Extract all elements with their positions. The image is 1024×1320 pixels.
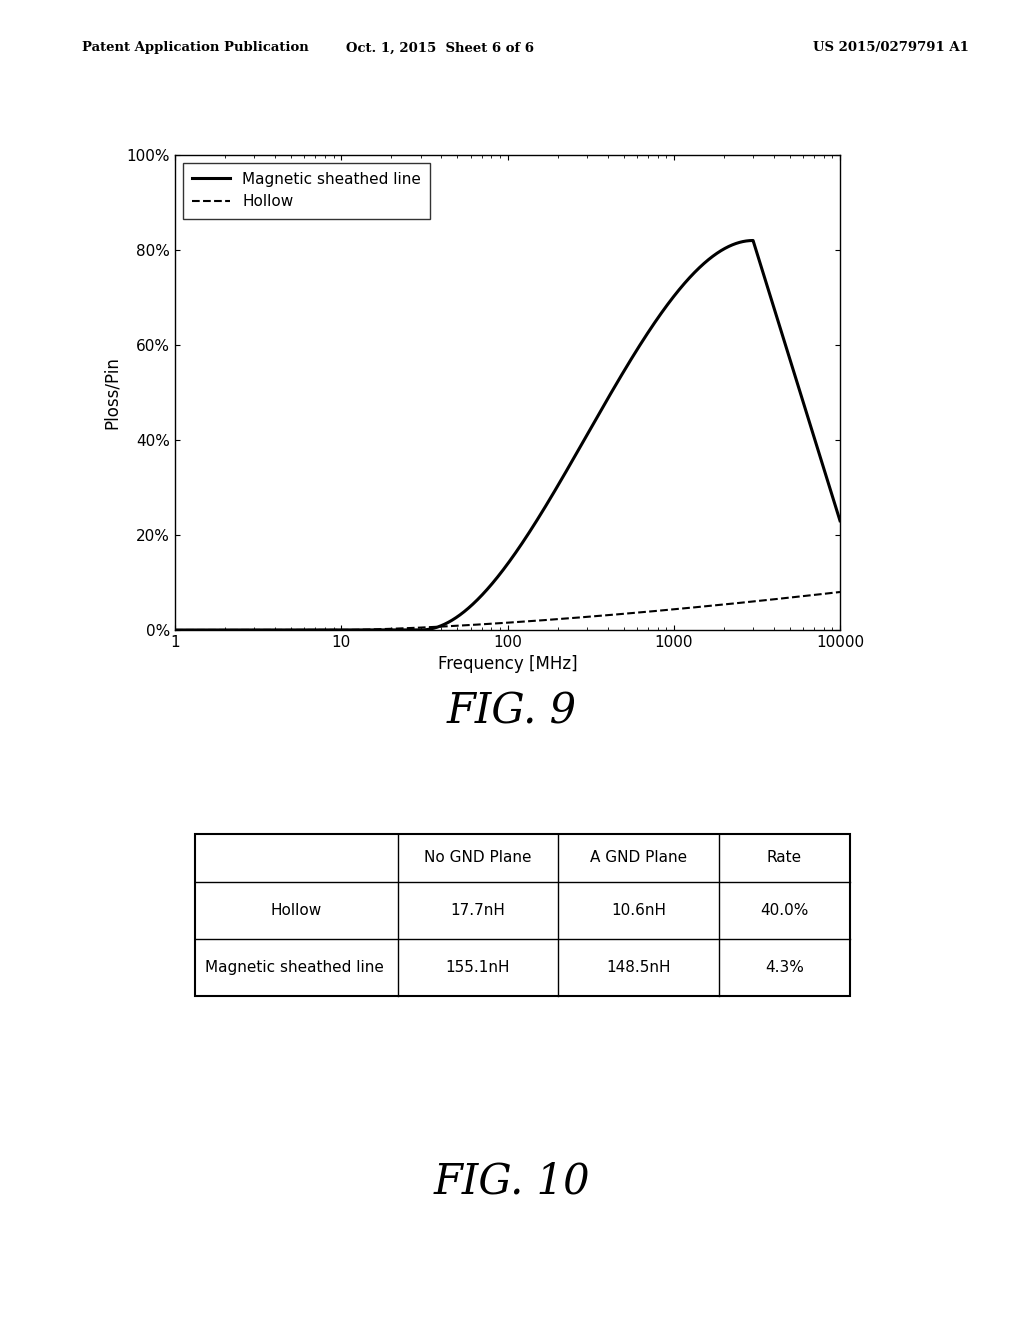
Legend: Magnetic sheathed line, Hollow: Magnetic sheathed line, Hollow xyxy=(182,162,430,219)
Magnetic sheathed line xyxy=(453,607,465,623)
Text: Oct. 1, 2015  Sheet 6 of 6: Oct. 1, 2015 Sheet 6 of 6 xyxy=(346,41,535,54)
Hollow xyxy=(821,586,834,602)
Text: 10.6nH: 10.6nH xyxy=(611,903,666,919)
Hollow xyxy=(285,622,297,638)
Magnetic sheathed line xyxy=(750,240,762,256)
Magnetic sheathed line xyxy=(821,471,834,487)
Hollow xyxy=(424,619,436,635)
Text: Magnetic sheathed line: Magnetic sheathed line xyxy=(205,960,384,975)
Text: 40.0%: 40.0% xyxy=(760,903,809,919)
Hollow xyxy=(834,583,846,599)
Text: Rate: Rate xyxy=(767,850,802,866)
Text: 148.5nH: 148.5nH xyxy=(606,960,671,975)
Hollow xyxy=(169,622,181,638)
Text: 4.3%: 4.3% xyxy=(765,960,804,975)
Bar xyxy=(195,834,850,997)
Magnetic sheathed line xyxy=(424,622,436,638)
Magnetic sheathed line xyxy=(169,622,181,638)
Text: Hollow: Hollow xyxy=(270,903,322,919)
Text: FIG. 10: FIG. 10 xyxy=(434,1162,590,1203)
Line: Hollow: Hollow xyxy=(175,591,840,630)
Magnetic sheathed line xyxy=(245,622,257,638)
Line: Magnetic sheathed line: Magnetic sheathed line xyxy=(175,240,840,630)
Magnetic sheathed line xyxy=(746,232,759,248)
Text: A GND Plane: A GND Plane xyxy=(590,850,687,866)
Text: 17.7nH: 17.7nH xyxy=(451,903,506,919)
Text: Patent Application Publication: Patent Application Publication xyxy=(82,41,308,54)
Hollow xyxy=(245,622,257,638)
X-axis label: Frequency [MHz]: Frequency [MHz] xyxy=(437,656,578,673)
Text: FIG. 9: FIG. 9 xyxy=(446,690,578,733)
Text: 155.1nH: 155.1nH xyxy=(445,960,510,975)
Magnetic sheathed line xyxy=(285,622,297,638)
Hollow xyxy=(453,618,465,634)
Y-axis label: Ploss/Pin: Ploss/Pin xyxy=(103,356,121,429)
Hollow xyxy=(750,593,762,609)
Text: US 2015/0279791 A1: US 2015/0279791 A1 xyxy=(813,41,969,54)
Text: No GND Plane: No GND Plane xyxy=(424,850,531,866)
Magnetic sheathed line xyxy=(834,513,846,529)
